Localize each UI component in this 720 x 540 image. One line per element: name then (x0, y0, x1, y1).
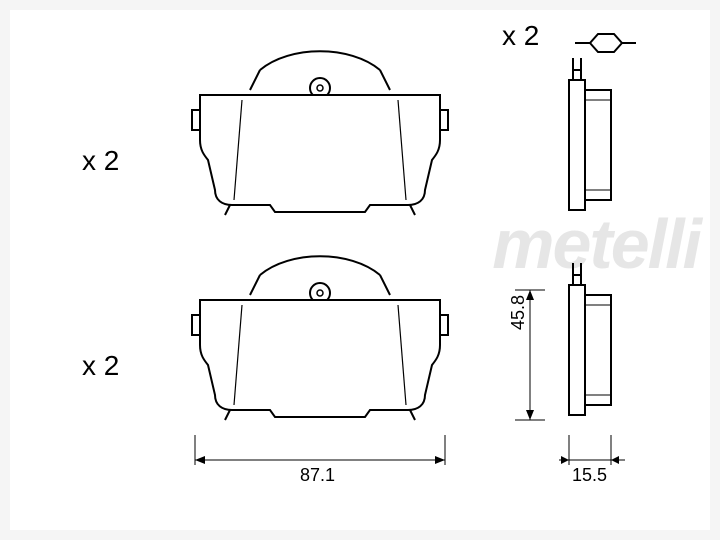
clip-qty-label: x 2 (502, 20, 539, 52)
pad-bottom-qty-label: x 2 (82, 350, 119, 382)
brake-pad-side-bottom (555, 245, 635, 425)
dimension-height-label: 45.8 (508, 295, 529, 330)
dimension-width-label: 87.1 (300, 465, 335, 486)
brake-pad-front-top (170, 40, 470, 220)
dimension-height (500, 260, 560, 440)
pad-top-qty-label: x 2 (82, 145, 119, 177)
brake-pad-front-bottom (170, 245, 470, 425)
diagram-sheet: metelli x 2 x 2 (10, 10, 710, 530)
brake-pad-side-top (555, 40, 635, 220)
dimension-thickness-label: 15.5 (572, 465, 607, 486)
